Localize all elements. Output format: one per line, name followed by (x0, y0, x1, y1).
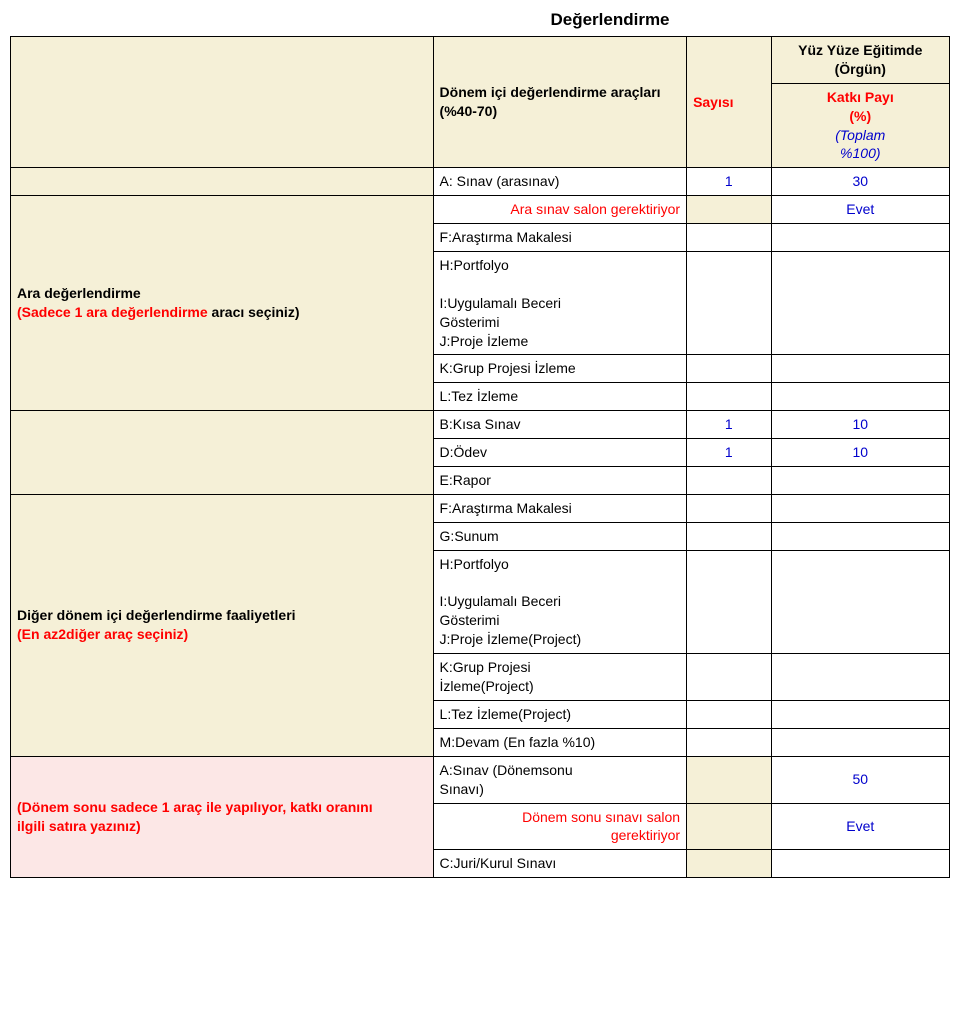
c-juri: C:Juri/Kurul Sınavı (433, 850, 687, 878)
i-line1-1: I:Uygulamalı Beceri (440, 295, 561, 311)
row-d-count: 1 (687, 439, 772, 467)
page-title: Değerlendirme (270, 10, 950, 30)
evet-1: Evet (771, 196, 949, 224)
f2f-line2: (Örgün) (835, 61, 886, 77)
i-line2-2: Gösterimi (440, 612, 500, 628)
f-article-1: F:Araştırma Makalesi (433, 224, 687, 252)
row-d-share: 10 (771, 439, 949, 467)
ara-needs-room: Ara sınav salon gerektiriyor (433, 196, 687, 224)
empty-cell (687, 494, 772, 522)
empty-cell (687, 728, 772, 756)
left-block1: Ara değerlendirme (Sadece 1 ara değerlen… (11, 196, 434, 411)
l-tez-1: L:Tez İzleme (433, 383, 687, 411)
empty-cell (771, 383, 949, 411)
empty-cell (771, 224, 949, 252)
empty-cell (687, 550, 772, 653)
i-line2-1: Gösterimi (440, 314, 500, 330)
left-block3-l2: ilgili satıra yazınız) (17, 818, 141, 834)
katki-l4: %100) (840, 145, 880, 161)
final-share: 50 (771, 756, 949, 803)
h-portfolio-1: H:Portfolyo (440, 257, 509, 273)
count-header: Sayısı (687, 37, 772, 168)
row-a-count: 1 (687, 168, 772, 196)
row-b-share: 10 (771, 411, 949, 439)
row-e-label: E:Rapor (433, 467, 687, 495)
k-grup-proj: K:Grup Projesi İzleme(Project) (433, 654, 687, 701)
empty-cell (771, 522, 949, 550)
i-line1-2: I:Uygulamalı Beceri (440, 593, 561, 609)
empty-cell (687, 756, 772, 803)
empty-cell (771, 550, 949, 653)
evaluation-table: Dönem içi değerlendirme araçları (%40-70… (10, 36, 950, 878)
blank-header-cell (11, 37, 434, 168)
empty-cell (687, 196, 772, 224)
g-sunum: G:Sunum (433, 522, 687, 550)
empty-cell (771, 700, 949, 728)
final-needs-room: Dönem sonu sınavı salon gerektiriyor (433, 803, 687, 850)
h-portfolio-2: H:Portfolyo (440, 556, 509, 572)
empty-cell (687, 654, 772, 701)
row-a-label: A: Sınav (arasınav) (433, 168, 687, 196)
hij-block-1: H:Portfolyo I:Uygulamalı Beceri Gösterim… (433, 252, 687, 355)
f2f-header: Yüz Yüze Eğitimde (Örgün) (771, 37, 949, 84)
empty-cell (771, 355, 949, 383)
left-block2-l2: (En az2diğer araç seçiniz) (17, 626, 188, 642)
row-d-label: D:Ödev (433, 439, 687, 467)
empty-cell (687, 224, 772, 252)
k-grup-proj-l1: K:Grup Projesi (440, 659, 531, 675)
empty-cell (771, 654, 949, 701)
final-needs-room-l1: Dönem sonu sınavı salon (522, 809, 680, 825)
empty-cell (11, 168, 434, 196)
m-devam: M:Devam (En fazla %10) (433, 728, 687, 756)
hij-block-2: H:Portfolyo I:Uygulamalı Beceri Gösterim… (433, 550, 687, 653)
a-final: A:Sınav (Dönemsonu Sınavı) (433, 756, 687, 803)
left-block2: Diğer dönem içi değerlendirme faaliyetle… (11, 494, 434, 756)
final-needs-room-l2: gerektiriyor (611, 827, 680, 843)
left-block1-l1: Ara değerlendirme (17, 285, 141, 301)
left-block3: (Dönem sonu sadece 1 araç ile yapılıyor,… (11, 756, 434, 877)
empty-cell (771, 252, 949, 355)
f-article-2: F:Araştırma Makalesi (433, 494, 687, 522)
left-block1-l2a: (Sadece 1 ara değerlendirme (17, 304, 212, 320)
empty-cell (687, 522, 772, 550)
row-b-count: 1 (687, 411, 772, 439)
tools-header: Dönem içi değerlendirme araçları (%40-70… (433, 37, 687, 168)
katki-header: Katkı Payı (%) (Toplam %100) (771, 83, 949, 168)
f2f-line1: Yüz Yüze Eğitimde (798, 42, 922, 58)
empty-cell (687, 252, 772, 355)
row-a-share: 30 (771, 168, 949, 196)
j-proje-1: J:Proje İzleme (440, 333, 529, 349)
j-proje-proj: J:Proje İzleme(Project) (440, 631, 582, 647)
katki-l1: Katkı Payı (827, 89, 894, 105)
a-final-l1: A:Sınav (Dönemsonu (440, 762, 573, 778)
left-block1-l2b: aracı seçiniz) (212, 304, 300, 320)
katki-l3: (Toplam (835, 127, 885, 143)
evet-2: Evet (771, 803, 949, 850)
empty-cell (687, 383, 772, 411)
empty-cell (687, 803, 772, 850)
l-tez-proj: L:Tez İzleme(Project) (433, 700, 687, 728)
left-block2-l1: Diğer dönem içi değerlendirme faaliyetle… (17, 607, 296, 623)
empty-cell (11, 411, 434, 495)
empty-cell (771, 728, 949, 756)
empty-cell (687, 355, 772, 383)
k-grup-1: K:Grup Projesi İzleme (433, 355, 687, 383)
left-block3-l1: (Dönem sonu sadece 1 araç ile yapılıyor,… (17, 799, 373, 815)
k-grup-proj-l2: İzleme(Project) (440, 678, 534, 694)
a-final-l2: Sınavı) (440, 781, 484, 797)
empty-cell (771, 494, 949, 522)
empty-cell (687, 850, 772, 878)
empty-cell (687, 467, 772, 495)
empty-cell (771, 850, 949, 878)
empty-cell (771, 467, 949, 495)
katki-l2: (%) (849, 108, 871, 124)
row-b-label: B:Kısa Sınav (433, 411, 687, 439)
empty-cell (687, 700, 772, 728)
